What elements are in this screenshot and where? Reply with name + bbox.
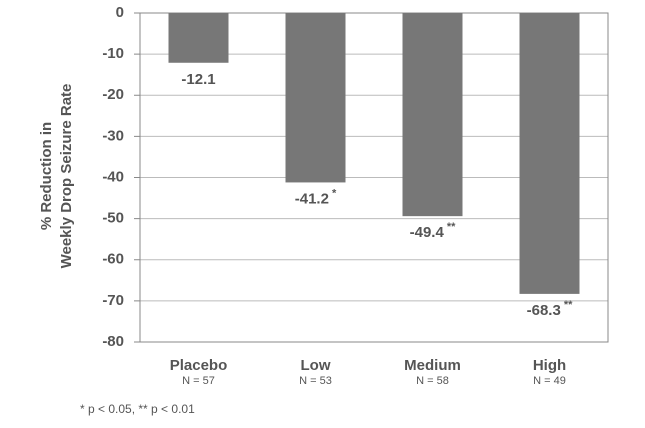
y-tick-label: 0 bbox=[116, 4, 124, 21]
data-label-value: -68.3 bbox=[527, 302, 561, 319]
y-tick-label: -10 bbox=[102, 45, 124, 62]
x-tick-note: N = 53 bbox=[299, 375, 332, 387]
data-label-value: -49.4 bbox=[410, 224, 445, 241]
data-label: -41.2 * bbox=[295, 187, 337, 207]
data-label: -68.3 ** bbox=[527, 299, 573, 319]
bar bbox=[168, 13, 229, 63]
bar bbox=[402, 13, 463, 217]
x-tick-label: Medium bbox=[404, 357, 461, 374]
x-tick-label: High bbox=[533, 357, 566, 374]
y-tick-label: -80 bbox=[102, 333, 124, 350]
significance-marker: ** bbox=[564, 299, 573, 311]
y-axis-title-line: Weekly Drop Seizure Rate bbox=[58, 84, 75, 269]
y-tick-label: -40 bbox=[102, 168, 124, 185]
plot-frame bbox=[139, 12, 609, 343]
x-tick-note: N = 58 bbox=[416, 375, 449, 387]
bar bbox=[285, 13, 346, 183]
y-tick-label: -30 bbox=[102, 127, 124, 144]
significance-marker: ** bbox=[447, 221, 456, 233]
bar bbox=[519, 13, 580, 294]
x-tick-label: Low bbox=[301, 357, 331, 374]
significance-marker: * bbox=[332, 187, 337, 199]
data-label-value: -41.2 bbox=[295, 190, 329, 207]
x-tick-note: N = 49 bbox=[533, 375, 566, 387]
x-tick-note: N = 57 bbox=[182, 375, 215, 387]
x-tick-label: Placebo bbox=[170, 357, 228, 374]
data-label: -49.4 ** bbox=[410, 221, 456, 241]
y-axis-title-line: % Reduction in bbox=[38, 122, 55, 230]
y-tick-label: -70 bbox=[102, 292, 124, 309]
y-tick-label: -50 bbox=[102, 210, 124, 227]
data-label-value: -12.1 bbox=[181, 71, 215, 88]
data-label: -12.1 bbox=[181, 71, 215, 88]
footnote: * p < 0.05, ** p < 0.01 bbox=[80, 402, 195, 416]
y-tick-label: -60 bbox=[102, 251, 124, 268]
y-axis-title: % Reduction in Weekly Drop Seizure Rate bbox=[38, 84, 75, 269]
y-tick-label: -20 bbox=[102, 86, 124, 103]
